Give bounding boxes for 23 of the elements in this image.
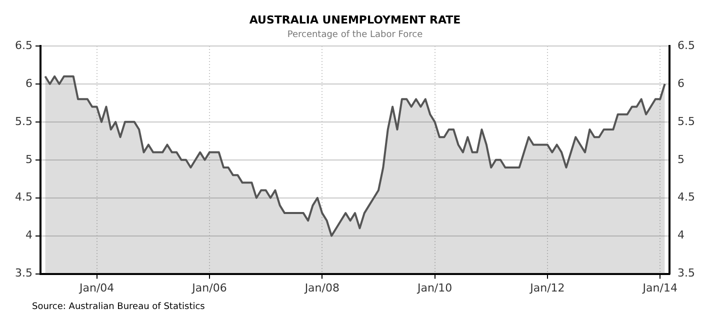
- y-tick-label: 4.5: [14, 190, 32, 204]
- chart-title: AUSTRALIA UNEMPLOYMENT RATE: [249, 13, 461, 26]
- x-tick-label: Jan/14: [642, 281, 678, 294]
- x-tick-label: Jan/06: [191, 281, 227, 294]
- y-tick-label: 4: [25, 228, 32, 242]
- x-tick-label: Jan/12: [529, 281, 565, 294]
- y2-tick-label: 4: [678, 228, 685, 242]
- y2-tick-label: 4.5: [678, 190, 696, 204]
- y-tick-label: 6: [25, 76, 32, 90]
- y2-tick-label: 6: [678, 76, 685, 90]
- x-tick-label: Jan/04: [78, 281, 114, 294]
- y2-tick-label: 5: [678, 152, 685, 166]
- y2-tick-label: 3.5: [678, 266, 696, 280]
- y-tick-label: 6.5: [14, 38, 32, 52]
- y-tick-label: 5.5: [14, 114, 32, 128]
- x-tick-label: Jan/08: [304, 281, 340, 294]
- source-note: Source: Australian Bureau of Statistics: [32, 302, 206, 312]
- y-tick-label: 3.5: [14, 266, 32, 280]
- y-tick-label: 5: [25, 152, 32, 166]
- y2-tick-label: 5.5: [678, 114, 696, 128]
- chart-subtitle: Percentage of the Labor Force: [287, 30, 424, 40]
- y2-tick-label: 6.5: [678, 38, 696, 52]
- x-tick-label: Jan/10: [416, 281, 452, 294]
